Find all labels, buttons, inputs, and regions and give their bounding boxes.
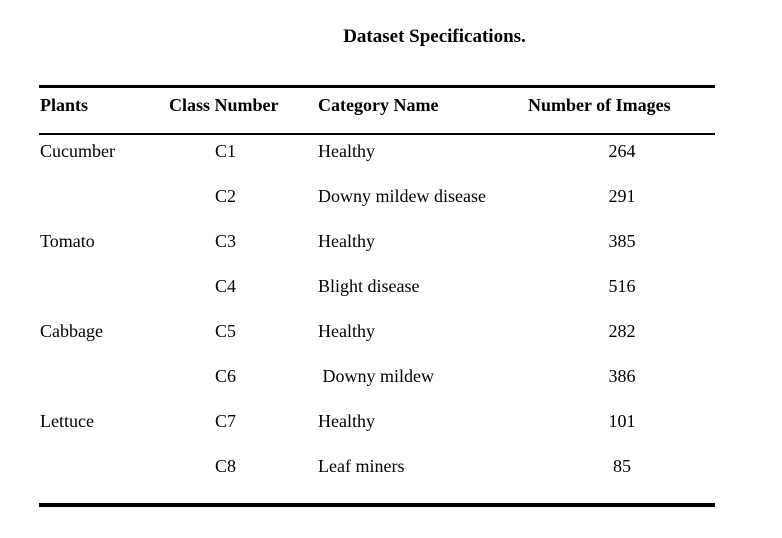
category-cell: Healthy [318, 231, 375, 251]
category-cell: Leaf miners [318, 456, 405, 476]
category-cell: Downy mildew disease [318, 186, 486, 206]
category-cell: Healthy [318, 411, 375, 431]
table-row: C4 Blight disease 516 [0, 275, 782, 297]
class-number-cell: C2 [215, 186, 237, 206]
header-category-name: Category Name [318, 95, 439, 115]
table-bottom-rule [39, 503, 715, 507]
header-class-number: Class Number [169, 95, 279, 115]
class-number-cell: C7 [215, 411, 237, 431]
table-row: Cucumber C1 Healthy 264 [0, 140, 782, 162]
class-number-cell: C3 [215, 231, 237, 251]
table-header-row: Plants Class Number Category Name Number… [0, 94, 782, 116]
category-cell: Blight disease [318, 276, 420, 296]
table-header-rule [39, 133, 715, 135]
image-count-cell: 516 [608, 276, 636, 296]
class-number-cell: C4 [215, 276, 237, 296]
image-count-cell: 385 [608, 231, 636, 251]
plant-cell: Cucumber [40, 141, 115, 161]
class-number-cell: C8 [215, 456, 237, 476]
category-cell: Downy mildew [318, 366, 435, 386]
header-plants: Plants [40, 95, 89, 115]
image-count-cell: 85 [613, 456, 631, 476]
image-count-cell: 282 [608, 321, 636, 341]
table-row: Tomato C3 Healthy 385 [0, 230, 782, 252]
table-row: Cabbage C5 Healthy 282 [0, 320, 782, 342]
table-row: C8 Leaf miners 85 [0, 455, 782, 477]
class-number-cell: C6 [215, 366, 237, 386]
plant-cell: Tomato [40, 231, 95, 251]
class-number-cell: C1 [215, 141, 237, 161]
image-count-cell: 291 [608, 186, 636, 206]
image-count-cell: 386 [608, 366, 636, 386]
image-count-cell: 101 [608, 411, 636, 431]
plant-cell: Lettuce [40, 411, 94, 431]
header-number-of-images: Number of Images [528, 95, 671, 115]
table-row: C6 Downy mildew 386 [0, 365, 782, 387]
image-count-cell: 264 [608, 141, 636, 161]
category-cell: Healthy [318, 141, 375, 161]
category-cell: Healthy [318, 321, 375, 341]
table-row: Lettuce C7 Healthy 101 [0, 410, 782, 432]
table-top-rule [39, 85, 715, 88]
table-title: Dataset Specifications. [343, 26, 526, 47]
class-number-cell: C5 [215, 321, 237, 341]
plant-cell: Cabbage [40, 321, 103, 341]
table-row: C2 Downy mildew disease 291 [0, 185, 782, 207]
